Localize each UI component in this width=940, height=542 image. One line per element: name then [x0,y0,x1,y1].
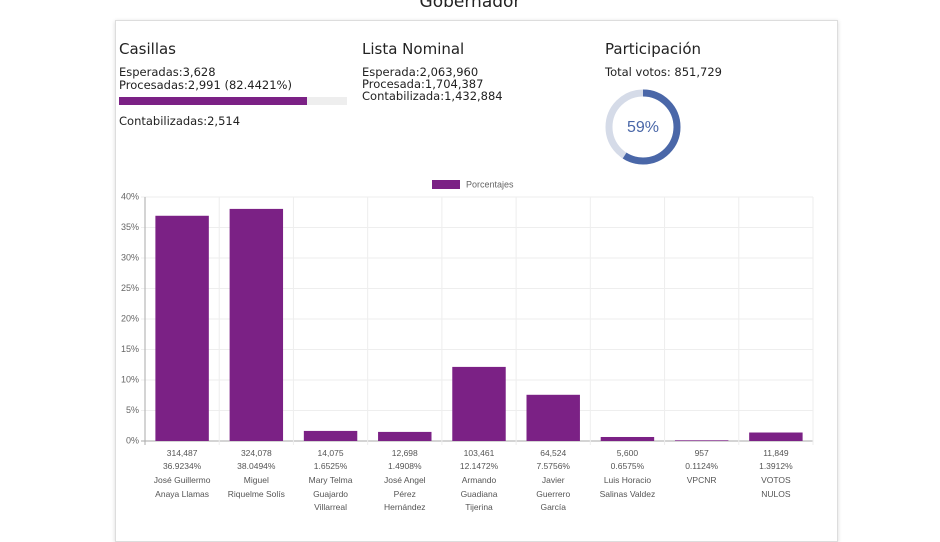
bar [155,215,209,441]
page-title: Gobernador [419,0,521,12]
legend-swatch [432,180,460,189]
x-tick-label: Luis Horacio Salinas Valdez [599,475,656,499]
y-tick-label: 20% [121,313,139,323]
stat: Total votos: 851,729 [605,65,722,79]
value-label: 36.9234% [162,461,202,471]
stat: Contabilizada:1,432,884 [362,89,503,103]
progress-track [119,97,347,105]
x-tick-label: Armando Guadiana Tijerina [460,475,498,512]
stat: Procesada:1,704,387 [362,77,484,91]
vote-label: 5,600 [616,448,639,458]
y-tick-label: 40% [121,191,139,201]
section-title: Casillas [119,40,176,58]
bar [378,431,432,441]
value-label: 38.0494% [237,461,276,471]
bar [526,394,580,441]
bar [303,430,358,441]
bar [674,440,729,441]
progress-bar [119,97,307,105]
x-tick-label: José Angel Pérez Hernández [383,475,426,512]
x-tick-label: Miguel Riquelme Solís [227,475,285,499]
stat: Procesadas:2,991 (82.4421%) [119,78,292,92]
section-title: Participación [605,40,702,58]
vote-label: 11,849 [763,448,789,458]
value-label: 0.6575% [610,461,645,471]
y-tick-label: 30% [121,252,139,262]
donut-arc [605,89,681,165]
y-tick-label: 15% [121,344,139,354]
vote-label: 314,487 [166,448,198,458]
bar [600,436,655,441]
value-label: 0.1124% [685,461,719,471]
x-tick-label: Javier Guerrero García [536,475,571,512]
y-tick-label: 35% [121,222,139,232]
y-tick-label: 10% [121,374,139,384]
value-label: 1.6525% [313,461,348,471]
donut: 59% [605,89,681,165]
bar [229,208,284,441]
bar [749,432,803,441]
section-title: Lista Nominal [362,40,465,58]
donut-label: 59% [627,119,659,136]
value-label: 12.1472% [459,461,499,471]
x-tick-label: Mary Telma Guajardo Villarreal [308,475,353,512]
stat: Esperada:2,063,960 [362,65,479,79]
y-tick-label: 0% [126,435,139,445]
vote-label: 324,078 [240,448,272,458]
value-label: 1.3912% [759,461,793,471]
stat: Esperadas:3,628 [119,65,216,79]
y-tick-label: 25% [121,283,139,293]
value-label: 7.5756% [536,461,570,471]
value-label: 1.4908% [387,461,422,471]
bar [452,366,506,441]
vote-label: 12,698 [391,448,418,458]
chart: 0% 5% 10% 15% 20% 25% 30% 35% 40% Porcentajes [121,179,814,445]
vote-label: 14,075 [317,448,344,458]
y-tick-label: 5% [126,405,139,415]
page: Gobernador Casillas Esperadas:3,628 Proc… [115,0,838,542]
x-tick-label: VPCNR [686,475,717,485]
legend-label: Porcentajes [466,179,514,189]
x-tick-label: VOTOS NULOS [761,475,791,499]
vote-label: 957 [694,448,709,458]
stat: Contabilizadas:2,514 [119,114,241,128]
vote-label: 64,524 [540,448,567,458]
x-tick-label: José Guillermo Anaya Llamas [153,475,211,499]
vote-label: 103,461 [463,448,495,458]
